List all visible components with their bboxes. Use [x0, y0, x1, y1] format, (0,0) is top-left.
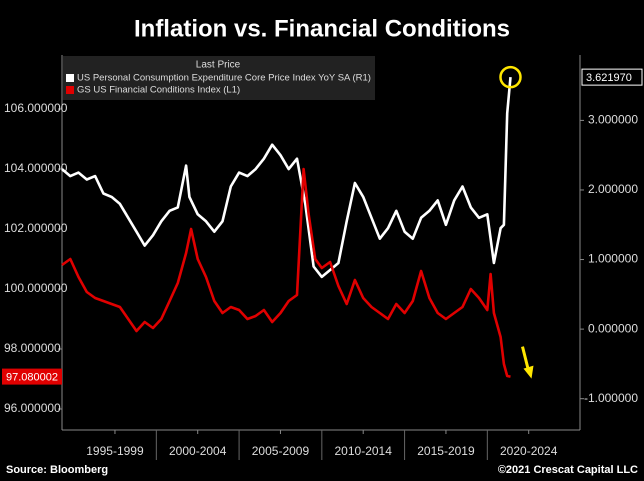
- y-tick-label: 98.000000: [4, 341, 61, 355]
- legend-label: US Personal Consumption Expenditure Core…: [77, 73, 371, 84]
- series-line: [61, 76, 512, 279]
- end-label-box: [581, 68, 643, 86]
- legend-label: GS US Financial Conditions Index (L1): [77, 85, 240, 96]
- end-label-text: 3.621970: [586, 72, 632, 84]
- copyright: ©2021 Crescat Capital LLC: [498, 464, 638, 476]
- y2-tick-label: 1.000000: [588, 252, 638, 266]
- end-label-box: [2, 368, 62, 385]
- series-line: [61, 167, 511, 378]
- end-label: 97.080002: [2, 368, 62, 385]
- source: Source: Bloomberg: [6, 464, 108, 476]
- chart-title: Inflation vs. Financial Conditions: [134, 15, 510, 42]
- legend-box: [63, 56, 375, 100]
- arrow-head: [523, 365, 534, 379]
- x-tick-label: 2020-2024: [500, 444, 558, 458]
- y2-tick-label: 3.000000: [588, 113, 638, 127]
- arrow: [521, 346, 530, 371]
- legend-swatch: [66, 74, 74, 82]
- legend-swatch: [66, 86, 74, 94]
- x-tick-label: 2010-2014: [335, 444, 393, 458]
- x-tick-label: 1995-1999: [86, 444, 144, 458]
- y-tick-label: 102.000000: [4, 221, 68, 235]
- y-tick-label: 104.000000: [4, 161, 68, 175]
- y2-tick-label: 2.000000: [588, 182, 638, 196]
- legend: Last Price US Personal Consumption Expend…: [63, 56, 375, 100]
- y2-tick-label: 0.000000: [588, 321, 638, 335]
- y-tick-label: 100.000000: [4, 281, 68, 295]
- legend-title: Last Price: [196, 60, 241, 71]
- end-label: 3.621970: [581, 68, 643, 86]
- y-tick-label: 106.000000: [4, 101, 68, 115]
- x-tick-label: 2015-2019: [417, 444, 475, 458]
- end-label-text: 97.080002: [6, 372, 58, 384]
- y-tick-label: 96.000000: [4, 401, 61, 415]
- highlight-circle: [499, 65, 522, 89]
- x-tick-label: 2000-2004: [169, 444, 227, 458]
- x-tick-label: 2005-2009: [252, 444, 310, 458]
- y2-tick-label: -1.000000: [584, 391, 638, 405]
